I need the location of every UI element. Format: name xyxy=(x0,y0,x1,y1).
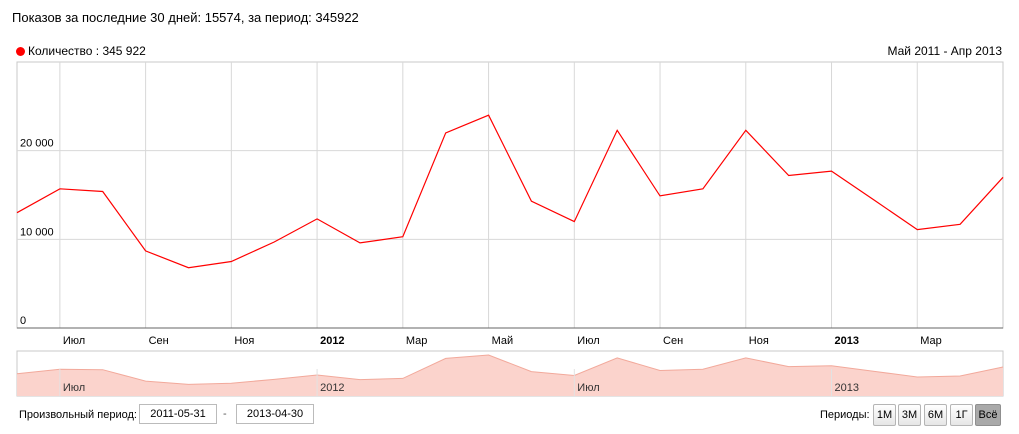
grid xyxy=(16,61,1004,329)
data-point xyxy=(872,198,876,202)
data-point xyxy=(15,211,19,215)
legend[interactable]: Количество : 345 922 xyxy=(16,44,146,58)
plot-frame xyxy=(16,61,1004,329)
data-point xyxy=(529,199,533,203)
data-point xyxy=(144,249,148,253)
x-tick-label: Сен xyxy=(149,335,169,347)
navigator-label: 2012 xyxy=(320,382,344,394)
period-button-3m[interactable]: 3М xyxy=(898,404,921,426)
data-point xyxy=(272,240,276,244)
custom-period-label: Произвольный период: xyxy=(19,409,137,421)
date-range-label: Май 2011 - Апр 2013 xyxy=(887,44,1002,58)
x-tick-label: Мар xyxy=(920,335,942,347)
x-tick-label: Ноя xyxy=(234,335,254,347)
data-point xyxy=(401,235,405,239)
data-point xyxy=(744,128,748,132)
data-point xyxy=(1001,175,1005,179)
x-tick-label: 2013 xyxy=(835,335,859,347)
data-point xyxy=(572,220,576,224)
navigator-label: 2013 xyxy=(835,382,859,394)
x-tick-label: Ноя xyxy=(749,335,769,347)
footer: Произвольный период: - Периоды: 1М 3М 6М… xyxy=(0,404,1019,428)
chart[interactable]: 0 10 000 20 000 Июл Сен Ноя 2012 Мар Май Июл Сен Н… xyxy=(0,0,1019,400)
date-from-input[interactable] xyxy=(139,404,217,424)
period-button-all[interactable]: Всё xyxy=(975,404,1001,426)
data-point xyxy=(958,222,962,226)
y-tick-label: 20 000 xyxy=(20,138,54,150)
x-tick-label: 2012 xyxy=(320,335,344,347)
series xyxy=(15,113,1005,270)
x-tick-label: Июл xyxy=(63,335,85,347)
date-separator: - xyxy=(223,408,227,420)
data-point xyxy=(444,131,448,135)
data-point xyxy=(101,189,105,193)
period-button-1y[interactable]: 1Г xyxy=(950,404,973,426)
data-point xyxy=(658,194,662,198)
legend-marker-icon xyxy=(16,46,25,56)
x-tick-label: Май xyxy=(492,335,514,347)
data-point xyxy=(487,113,491,117)
navigator-area xyxy=(17,355,1003,396)
navigator-label: Июл xyxy=(577,382,599,394)
x-tick-label: Мар xyxy=(406,335,428,347)
x-axis: Июл Сен Ноя 2012 Мар Май Июл Сен Ноя 2013 Мар xyxy=(63,335,942,347)
navigator-label: Июл xyxy=(63,382,85,394)
data-point xyxy=(787,173,791,177)
data-point xyxy=(58,187,62,191)
data-point xyxy=(915,228,919,232)
period-button-6m[interactable]: 6М xyxy=(924,404,947,426)
navigator: Июл 2012 Июл 2013 xyxy=(16,350,1004,397)
x-tick-label: Сен xyxy=(663,335,683,347)
legend-label: Количество : 345 922 xyxy=(28,44,146,58)
data-point xyxy=(229,260,233,264)
y-tick-label: 10 000 xyxy=(20,226,54,238)
data-point xyxy=(701,187,705,191)
y-axis: 0 10 000 20 000 xyxy=(20,138,54,327)
y-tick-label: 0 xyxy=(20,315,26,327)
date-to-input[interactable] xyxy=(236,404,314,424)
periods-label: Периоды: xyxy=(820,409,870,421)
data-point xyxy=(186,266,190,270)
series-line xyxy=(16,114,1004,269)
x-tick-label: Июл xyxy=(577,335,599,347)
period-button-1m[interactable]: 1М xyxy=(873,404,896,426)
data-point xyxy=(315,217,319,221)
data-point xyxy=(615,128,619,132)
navigator-line xyxy=(16,354,1004,385)
summary-text: Показов за последние 30 дней: 15574, за … xyxy=(12,10,359,25)
data-point xyxy=(830,169,834,173)
data-point xyxy=(358,241,362,245)
